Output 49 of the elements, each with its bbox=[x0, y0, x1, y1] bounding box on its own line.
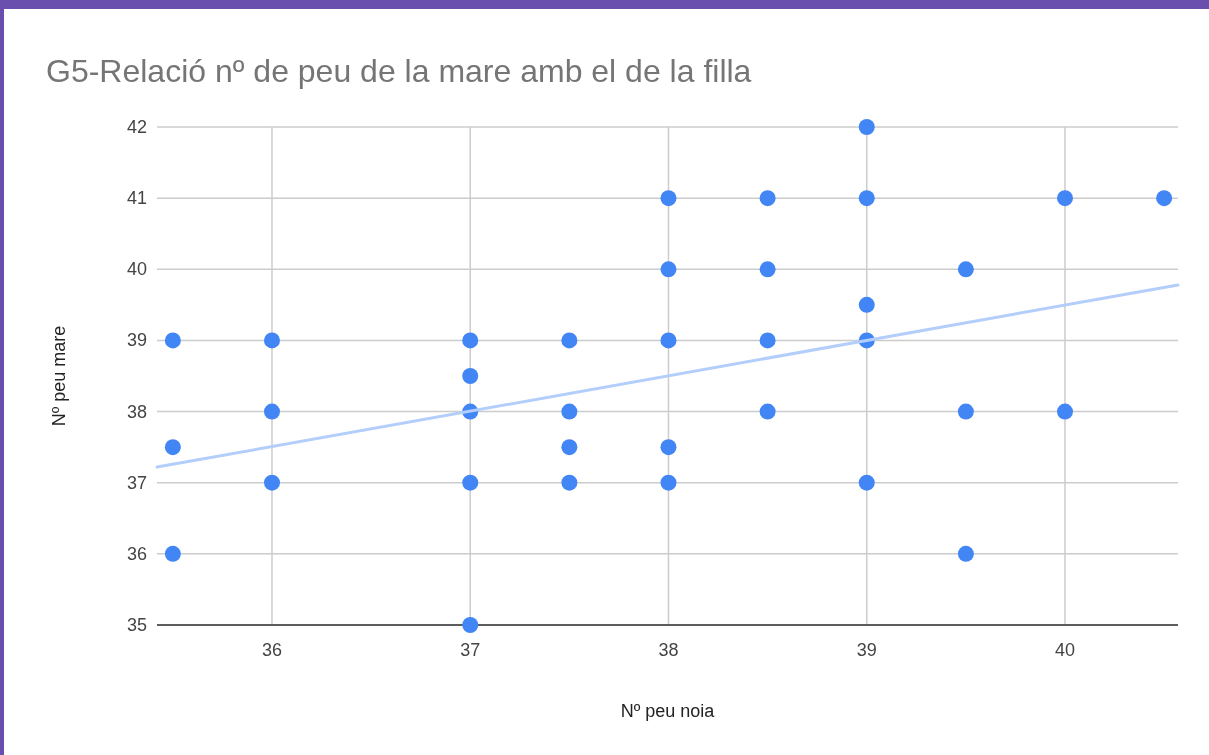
point bbox=[1057, 190, 1073, 207]
y-tick-label: 41 bbox=[126, 188, 147, 209]
point bbox=[660, 261, 677, 278]
x-tick-label: 36 bbox=[261, 640, 282, 660]
point bbox=[858, 119, 875, 135]
x-axis-title: Nº peu noia bbox=[620, 701, 716, 721]
y-tick-label: 37 bbox=[126, 472, 147, 493]
point bbox=[462, 617, 479, 633]
y-axis-title: Nº peu mare bbox=[49, 325, 69, 427]
point bbox=[660, 332, 677, 349]
point bbox=[660, 439, 677, 456]
point bbox=[957, 261, 974, 278]
point bbox=[462, 368, 479, 384]
point bbox=[759, 332, 776, 349]
point bbox=[957, 403, 974, 420]
x-tick-label: 40 bbox=[1054, 640, 1076, 660]
point bbox=[660, 190, 677, 207]
y-tick-label: 39 bbox=[126, 330, 147, 351]
point bbox=[1156, 190, 1173, 207]
point bbox=[561, 332, 578, 349]
point bbox=[1057, 403, 1073, 420]
x-tick-label: 38 bbox=[658, 640, 679, 660]
point bbox=[858, 190, 875, 207]
point bbox=[561, 439, 578, 456]
point bbox=[957, 545, 974, 562]
point bbox=[660, 474, 677, 491]
y-tick-label: 35 bbox=[126, 615, 147, 635]
x-tick-label: 39 bbox=[856, 640, 877, 660]
x-tick-label: 37 bbox=[460, 640, 481, 660]
point bbox=[561, 403, 578, 420]
point bbox=[462, 332, 479, 349]
point bbox=[263, 332, 280, 349]
point bbox=[164, 439, 181, 456]
y-tick-label: 40 bbox=[126, 259, 147, 280]
y-tick-label: 38 bbox=[126, 401, 147, 422]
point bbox=[462, 474, 479, 491]
point bbox=[858, 474, 875, 491]
point bbox=[759, 190, 776, 207]
point bbox=[263, 474, 280, 491]
point bbox=[858, 296, 875, 313]
chart-title: G5-Relació nº de peu de la mare amb el de la filla bbox=[46, 53, 752, 89]
point bbox=[164, 545, 181, 562]
point bbox=[759, 261, 776, 278]
point bbox=[561, 474, 578, 491]
y-tick-label: 42 bbox=[126, 117, 147, 137]
point bbox=[759, 403, 776, 420]
point bbox=[263, 403, 280, 420]
point bbox=[164, 332, 181, 349]
y-tick-label: 36 bbox=[126, 543, 147, 564]
